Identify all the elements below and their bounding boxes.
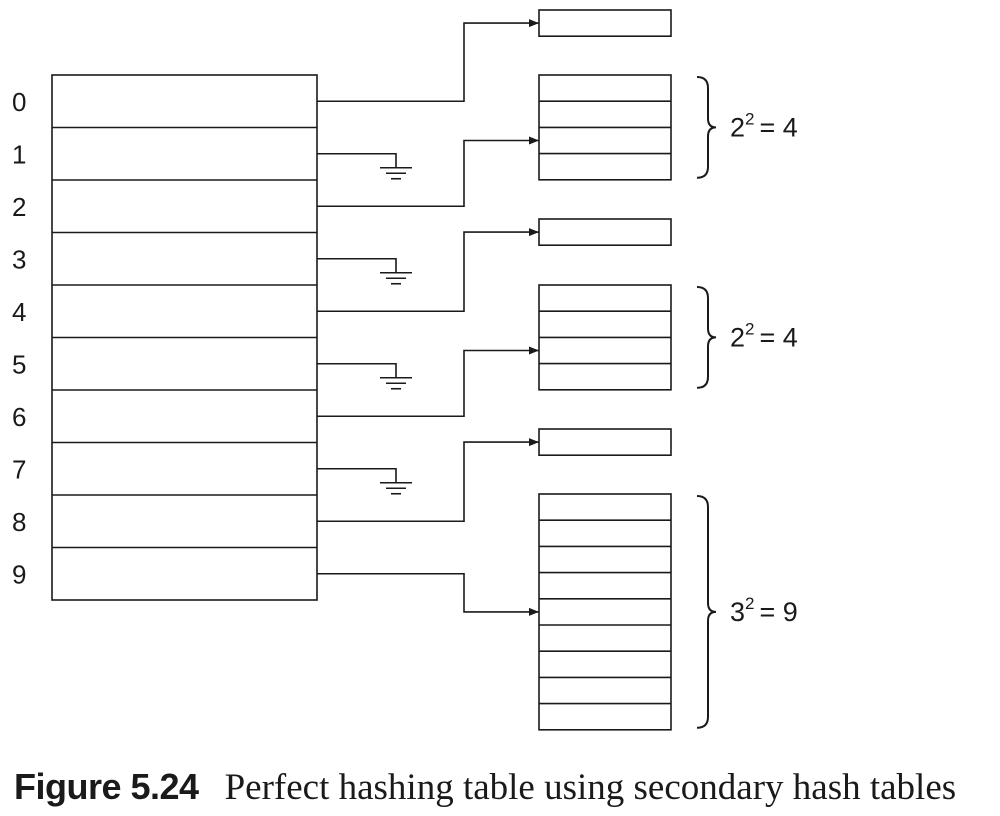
- pointer-arrow: [317, 438, 539, 523]
- size-brace: [696, 76, 717, 179]
- pointer-arrow: [317, 136, 539, 208]
- size-brace: [696, 286, 717, 389]
- slot-index: 4: [12, 297, 26, 327]
- primary-hash-table: 0 1 2 3 4 5 6 7 8 9: [12, 74, 318, 601]
- size-label: 22 = 4: [730, 109, 798, 142]
- size-label-exponent: 2: [745, 319, 754, 338]
- null-pointer: [317, 152, 412, 180]
- secondary-table: 22 = 4: [538, 74, 798, 181]
- null-pointer-line: [317, 467, 397, 483]
- slot-index: 0: [12, 87, 26, 117]
- secondary-hash-tables: 22 = 422 = 432 = 9: [538, 9, 798, 731]
- size-label: 32 = 9: [730, 594, 798, 627]
- null-pointer-line: [317, 257, 397, 273]
- secondary-table: [538, 9, 672, 38]
- slot-index: 9: [12, 560, 26, 590]
- secondary-table-border: [538, 9, 672, 38]
- pointer-lines: [317, 19, 539, 616]
- null-pointer-line: [317, 152, 397, 168]
- secondary-table-border: [538, 428, 672, 457]
- slot-index: 3: [12, 245, 26, 275]
- size-label-base: 2: [730, 322, 745, 352]
- slot-index: 7: [12, 455, 26, 485]
- size-label-exponent: 2: [745, 109, 754, 128]
- slot-index: 1: [12, 140, 26, 170]
- slot-index: 5: [12, 350, 26, 380]
- pointer-arrow: [317, 228, 539, 313]
- null-pointer: [317, 467, 412, 495]
- size-label-base: 3: [730, 597, 745, 627]
- caption-label: Figure 5.24: [14, 766, 199, 807]
- secondary-table: [538, 218, 672, 247]
- slot-index: 6: [12, 402, 26, 432]
- size-brace: [696, 495, 717, 729]
- pointer-arrow: [317, 19, 539, 103]
- null-pointer: [317, 257, 412, 285]
- secondary-table: [538, 428, 672, 457]
- figure-caption: Figure 5.24 Perfect hashing table using s…: [14, 766, 956, 809]
- pointer-arrow: [317, 572, 539, 616]
- secondary-table-border: [538, 218, 672, 247]
- pointer-arrow: [317, 346, 539, 418]
- null-pointer: [317, 362, 412, 390]
- size-label: 22 = 4: [730, 319, 798, 352]
- secondary-table: 22 = 4: [538, 284, 798, 391]
- secondary-table-border: [538, 493, 672, 731]
- caption-text: Perfect hashing table using secondary ha…: [224, 767, 957, 808]
- null-pointer-line: [317, 362, 397, 378]
- size-label-result: = 4: [760, 112, 798, 142]
- secondary-table: 32 = 9: [538, 493, 798, 731]
- size-label-exponent: 2: [745, 594, 754, 613]
- slot-index: 8: [12, 507, 26, 537]
- size-label-result: = 4: [760, 322, 798, 352]
- size-label-result: = 9: [760, 597, 798, 627]
- size-label-base: 2: [730, 112, 745, 142]
- slot-index: 2: [12, 192, 26, 222]
